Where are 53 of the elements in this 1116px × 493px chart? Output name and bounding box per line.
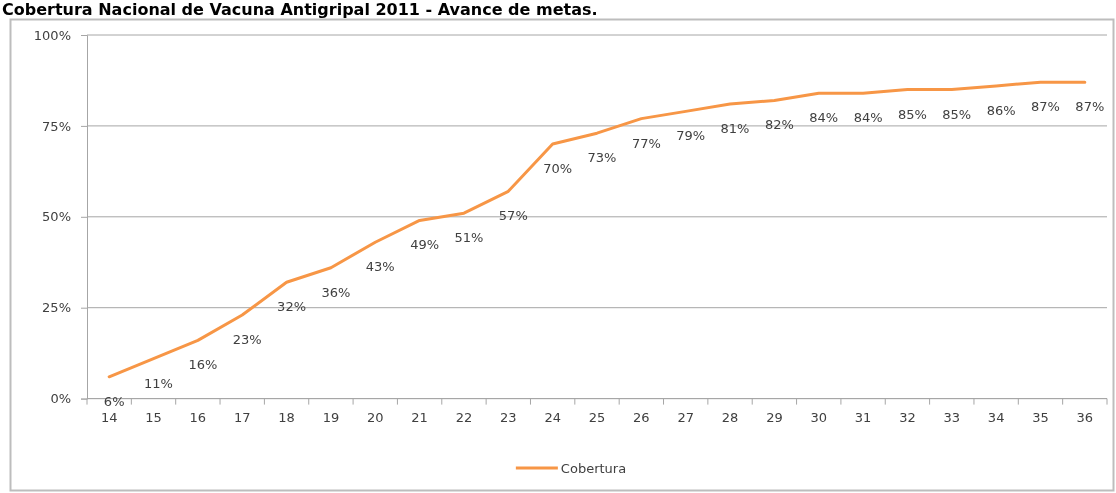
data-label: 43% [365,259,395,275]
x-tick-label: 15 [145,409,162,425]
data-label: 16% [188,357,218,373]
data-label: 81% [720,121,750,137]
data-label: 23% [232,331,262,347]
x-tick-label: 25 [588,409,606,425]
data-label: 87% [1031,99,1060,115]
x-tick-label: 27 [677,409,694,425]
data-label: 86% [986,102,1016,118]
chart-title: Cobertura Nacional de Vacuna Antigripal 2011 - Avance de metas. [2,0,598,19]
data-label: 87% [1075,99,1105,115]
data-label: 6% [103,393,125,409]
data-label: 84% [853,110,883,126]
data-label: 77% [631,135,661,151]
data-label: 85% [897,106,927,122]
x-tick-label: 17 [233,409,251,425]
x-tick-label: 22 [455,409,473,425]
x-tick-label: 31 [854,409,872,425]
x-tick-label: 29 [766,409,783,425]
data-label: 73% [587,150,617,166]
data-label: 32% [277,299,307,315]
x-tick-label: 34 [987,409,1005,425]
x-tick-label: 36 [1076,409,1094,425]
data-label: 85% [942,106,972,122]
x-tick-label: 16 [189,409,207,425]
y-tick-label: 25% [42,300,71,316]
legend-label: Cobertura [560,461,627,476]
x-tick-label: 14 [100,409,118,425]
y-tick-label: 0% [50,391,71,407]
y-tick-label: 50% [42,209,71,225]
x-tick-label: 33 [943,409,961,425]
x-tick-label: 23 [500,409,517,425]
x-tick-label: 32 [899,409,916,425]
data-label: 84% [809,110,839,126]
data-label: 79% [676,128,706,144]
data-label: 36% [321,284,351,300]
x-tick-label: 19 [322,409,340,425]
data-label: 51% [454,230,484,246]
data-label: 57% [498,208,528,224]
x-tick-label: 26 [633,409,650,425]
x-tick-label: 30 [810,409,828,425]
data-label: 49% [410,237,440,253]
data-label: 70% [543,161,573,177]
x-tick-label: 24 [544,409,561,425]
x-tick-label: 35 [1032,409,1049,425]
data-label: 82% [764,117,794,133]
x-tick-label: 18 [278,409,295,425]
data-label: 11% [144,375,173,391]
x-tick-label: 21 [411,409,428,425]
y-tick-label: 100% [33,27,71,43]
x-tick-label: 28 [721,409,739,425]
x-tick-label: 20 [366,409,384,425]
y-tick-label: 75% [42,118,71,134]
